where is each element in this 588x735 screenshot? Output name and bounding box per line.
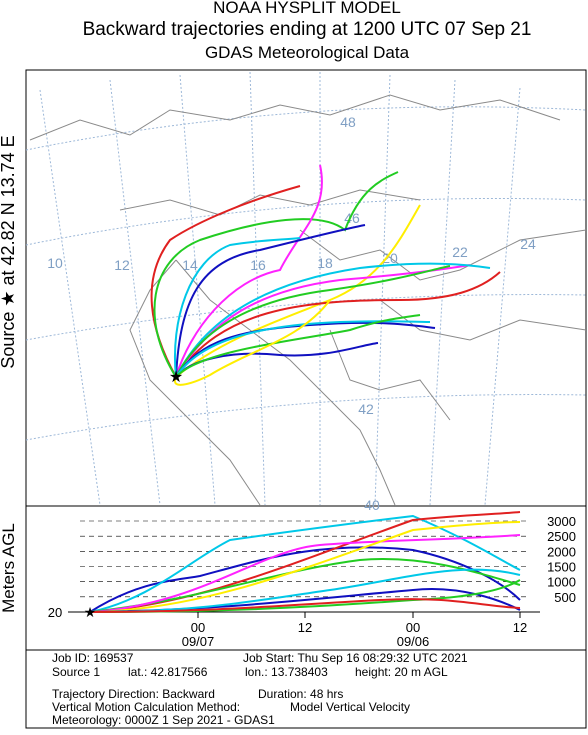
height-traces (89, 511, 521, 613)
y-tick-label: 3000 (547, 514, 576, 529)
source-height: 20 (48, 605, 62, 620)
height: height: 20 m AGL (355, 665, 448, 679)
graticule (25, 71, 587, 506)
source: Source 1 (52, 665, 100, 679)
title-line1: NOAA HYSPLIT MODEL (213, 0, 401, 17)
job-start: Job Start: Thu Sep 16 08:29:32 UTC 2021 (243, 651, 468, 665)
frame (25, 69, 587, 729)
source-star: ★ (169, 369, 183, 386)
job-id: Job ID: 169537 (52, 651, 134, 665)
duration: Duration: 48 hrs (258, 687, 343, 701)
title-line3: GDAS Meteorological Data (205, 43, 410, 62)
y-tick-label: 500 (554, 590, 576, 605)
date-label: 09/06 (397, 634, 430, 649)
footer: Job ID: 169537 Job Start: Thu Sep 16 08:… (52, 651, 468, 727)
source-star: ★ (84, 604, 97, 620)
y-tick-label: 1500 (547, 560, 576, 575)
direction: Trajectory Direction: Backward (52, 687, 215, 701)
time-axis: 00 12 00 12 09/07 09/06 (182, 612, 527, 649)
time-label: 00 (191, 620, 205, 635)
vertical-value: Model Vertical Velocity (290, 700, 410, 714)
y-tick-label: 2000 (547, 544, 576, 559)
date-label: 09/07 (182, 634, 215, 649)
title-line2: Backward trajectories ending at 1200 UTC… (83, 19, 532, 40)
lon-label: 10 (47, 255, 63, 271)
lat: lat.: 42.817566 (128, 665, 208, 679)
time-label: 00 (406, 620, 420, 635)
lon-label: 18 (317, 255, 333, 271)
lon-label: 12 (114, 257, 130, 273)
lon-label: 16 (250, 257, 266, 273)
y-tick-label: 2500 (547, 529, 576, 544)
lat-label: 48 (340, 114, 356, 130)
time-label: 12 (298, 620, 312, 635)
vertical-method: Vertical Motion Calculation Method: (52, 700, 240, 714)
meteorology: Meteorology: 0000Z 1 Sep 2021 - GDAS1 (52, 713, 275, 727)
map-labels: 10 12 14 16 18 20 22 24 48 46 42 40 (47, 114, 536, 513)
height-axis-label: Meters AGL (0, 523, 18, 613)
borders (29, 94, 587, 506)
time-label: 12 (513, 620, 527, 635)
lon-label: 20 (382, 250, 398, 266)
lon-label: 24 (520, 236, 536, 252)
trajectories (150, 164, 501, 386)
lon: lon.: 13.738403 (245, 665, 328, 679)
lat-label: 40 (364, 497, 380, 513)
lat-label: 42 (358, 401, 374, 417)
y-tick-label: 1000 (547, 575, 576, 590)
lon-label: 22 (452, 244, 468, 260)
lon-label: 14 (182, 257, 198, 273)
source-label: Source ★ at 42.82 N 13.74 E (0, 135, 18, 368)
